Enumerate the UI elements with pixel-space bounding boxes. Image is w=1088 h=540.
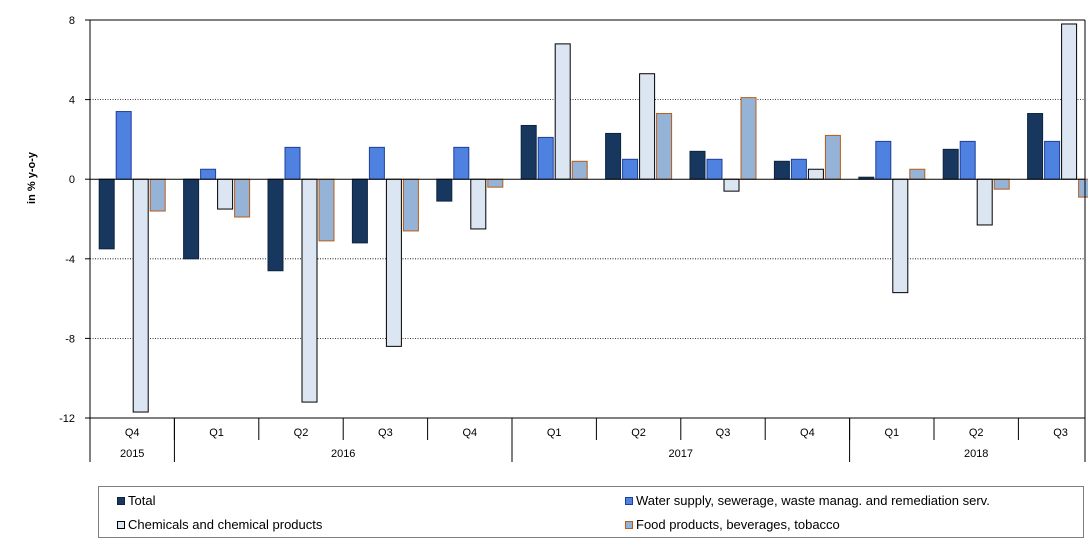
bar-food-products-beverages-tobacco-7 [656, 113, 673, 180]
bar-food-products-beverages-tobacco-6 [571, 160, 588, 180]
bar-food-products-beverages-tobacco-12 [1078, 178, 1088, 198]
x-tick-label-quarter: Q3 [716, 427, 731, 439]
bar-chemicals-and-chemical-products-12 [1061, 23, 1078, 180]
bar-water-supply-sewerage-waste-manag-and-remediation-serv-6 [537, 136, 554, 180]
bar-chemicals-and-chemical-products-8 [723, 178, 740, 192]
x-tick-label-quarter: Q3 [1053, 427, 1068, 439]
x-tick-label-quarter: Q1 [547, 427, 562, 439]
legend-swatch-food-products [625, 521, 633, 529]
bar-water-supply-sewerage-waste-manag-and-remediation-serv-4 [368, 146, 385, 180]
y-axis-label: in % y-o-y [26, 151, 38, 204]
bar-chemicals-and-chemical-products-5 [470, 178, 487, 230]
y-tick-label: 8 [69, 15, 75, 27]
bar-total-9 [773, 160, 790, 180]
bar-water-supply-sewerage-waste-manag-and-remediation-serv-11 [959, 140, 976, 180]
bar-chemicals-and-chemical-products-9 [807, 168, 824, 180]
legend-swatch-chemicals [117, 521, 125, 529]
y-tick-label: 0 [69, 174, 75, 186]
x-tick-label-quarter: Q1 [884, 427, 899, 439]
bar-chemicals-and-chemical-products-2 [217, 178, 234, 210]
legend-swatch-water-supply [625, 497, 633, 505]
x-tick-label-year: 2016 [331, 448, 355, 460]
x-tick-label-year: 2015 [120, 448, 144, 460]
bar-chemicals-and-chemical-products-10 [892, 178, 909, 294]
bar-total-7 [605, 132, 622, 180]
bar-total-3 [267, 178, 284, 272]
bar-chemicals-and-chemical-products-6 [554, 43, 571, 180]
y-tick-label: -8 [65, 333, 75, 345]
bar-total-11 [942, 148, 959, 180]
bar-food-products-beverages-tobacco-1 [149, 178, 166, 212]
bar-chemicals-and-chemical-products-3 [301, 178, 318, 403]
bar-chart: 8 4 0 -4 -8 -12 Q4 Q1 Q2 Q3 Q4 Q1 Q2 Q3 Q4 Q1 Q2 Q3 2015 2… [26, 15, 1088, 462]
bar-food-products-beverages-tobacco-2 [234, 178, 251, 218]
legend-label-chemicals: Chemicals and chemical products [128, 517, 323, 532]
x-tick-label-year: 2018 [964, 448, 988, 460]
bar-food-products-beverages-tobacco-4 [402, 178, 419, 232]
bar-total-5 [436, 178, 453, 202]
bar-water-supply-sewerage-waste-manag-and-remediation-serv-10 [875, 140, 892, 180]
x-tick-label-quarter: Q1 [209, 427, 224, 439]
bar-total-6 [520, 124, 537, 180]
bar-chemicals-and-chemical-products-1 [132, 178, 149, 413]
legend-item-total: Total [117, 493, 155, 509]
legend-item-water-supply: Water supply, sewerage, waste manag. and… [625, 493, 990, 509]
bar-total-12 [1027, 113, 1044, 180]
bar-water-supply-sewerage-waste-manag-and-remediation-serv-8 [706, 158, 723, 180]
bar-total-1 [98, 178, 115, 250]
legend: Total Water supply, sewerage, waste mana… [98, 486, 1084, 538]
x-tick-labels: Q4 Q1 Q2 Q3 Q4 Q1 Q2 Q3 Q4 Q1 Q2 Q3 2015 2016 2017 2018 [120, 427, 1068, 460]
legend-label-total: Total [128, 493, 156, 508]
legend-item-food-products: Food products, beverages, tobacco [625, 517, 840, 533]
bar-water-supply-sewerage-waste-manag-and-remediation-serv-9 [790, 158, 807, 180]
x-tick-label-quarter: Q2 [969, 427, 984, 439]
bar-water-supply-sewerage-waste-manag-and-remediation-serv-12 [1044, 140, 1061, 180]
x-tick-label-quarter: Q4 [800, 427, 815, 439]
y-tick-label: 4 [69, 95, 75, 107]
bar-water-supply-sewerage-waste-manag-and-remediation-serv-1 [115, 111, 132, 180]
bar-total-8 [689, 150, 706, 180]
bar-water-supply-sewerage-waste-manag-and-remediation-serv-5 [453, 146, 470, 180]
bar-total-4 [351, 178, 368, 244]
x-tick-label-quarter: Q4 [462, 427, 477, 439]
bar-chemicals-and-chemical-products-11 [976, 178, 993, 226]
bar-total-2 [183, 178, 200, 260]
bar-food-products-beverages-tobacco-5 [487, 178, 504, 188]
y-tick-label: -12 [59, 413, 75, 425]
bars [98, 23, 1088, 413]
legend-swatch-total [117, 497, 125, 505]
bar-food-products-beverages-tobacco-3 [318, 178, 335, 242]
x-tick-label-year: 2017 [669, 448, 693, 460]
bar-chemicals-and-chemical-products-4 [385, 178, 402, 347]
bar-water-supply-sewerage-waste-manag-and-remediation-serv-7 [622, 158, 639, 180]
y-tick-labels: 8 4 0 -4 -8 -12 [59, 15, 75, 425]
axes [85, 19, 1086, 462]
legend-label-food-products: Food products, beverages, tobacco [636, 517, 840, 532]
gridlines [90, 19, 1085, 419]
x-tick-label-quarter: Q4 [125, 427, 140, 439]
bar-chemicals-and-chemical-products-7 [639, 73, 656, 180]
y-tick-label: -4 [65, 254, 75, 266]
bar-food-products-beverages-tobacco-8 [740, 97, 757, 180]
x-tick-label-quarter: Q2 [294, 427, 309, 439]
bar-water-supply-sewerage-waste-manag-and-remediation-serv-2 [200, 168, 217, 180]
x-tick-label-quarter: Q3 [378, 427, 393, 439]
legend-label-water-supply: Water supply, sewerage, waste manag. and… [636, 493, 990, 508]
x-tick-label-quarter: Q2 [631, 427, 646, 439]
legend-item-chemicals: Chemicals and chemical products [117, 517, 322, 533]
bar-food-products-beverages-tobacco-10 [909, 168, 926, 180]
bar-food-products-beverages-tobacco-9 [824, 134, 841, 180]
bar-food-products-beverages-tobacco-11 [993, 178, 1010, 190]
bar-water-supply-sewerage-waste-manag-and-remediation-serv-3 [284, 146, 301, 180]
